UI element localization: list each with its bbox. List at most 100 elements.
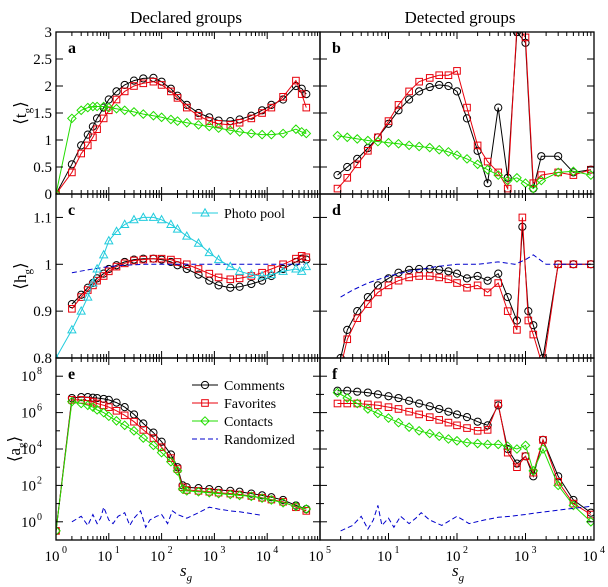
data-point-contacts-b-7 <box>404 140 415 151</box>
y-tick-label-e: 10 <box>21 478 36 494</box>
data-point-favorites-c-20 <box>235 274 244 283</box>
series-line-comments-d <box>340 226 591 358</box>
legend-e: Comments Favorites Contacts Randomized <box>192 379 295 448</box>
data-point-comments-e-6 <box>99 394 108 404</box>
data-point-contacts-b-18 <box>512 172 522 183</box>
data-point-favorites-b-7 <box>405 87 413 96</box>
panel-b-series <box>332 32 594 194</box>
data-point-favorites-c-23 <box>267 265 276 273</box>
data-point-favorites-d-16 <box>494 279 503 287</box>
data-point-comments-e-9 <box>120 403 129 412</box>
panel-letter-f: f <box>332 366 338 383</box>
data-point-contacts-a-4 <box>87 101 98 112</box>
x-axis-label-left-main: s <box>180 561 187 580</box>
data-point-comments-a-27 <box>297 84 306 93</box>
data-point-favorites-e-4 <box>89 397 97 406</box>
data-point-photo_pool-c-4 <box>88 277 98 287</box>
data-point-comments-d-16 <box>494 269 503 278</box>
data-point-favorites-a-5 <box>93 125 101 134</box>
data-point-comments-b-13 <box>462 114 472 123</box>
data-point-contacts-b-13 <box>462 153 472 164</box>
data-point-favorites-b-16 <box>494 168 503 177</box>
data-point-contacts-f-7 <box>404 422 415 433</box>
y-axis-label-c: ⟨hg⟩ <box>11 262 34 289</box>
data-point-contacts-e-1 <box>66 396 77 407</box>
data-point-contacts-f-6 <box>393 417 404 428</box>
data-point-favorites-a-2 <box>77 149 85 158</box>
y-axis-label-end-c: ⟩ <box>11 262 30 269</box>
y-tick-label-a: 3 <box>45 25 53 41</box>
series-line-contacts-b <box>337 135 592 190</box>
data-point-favorites-b-8 <box>415 77 423 86</box>
x-tick-label-exp-left: 1 <box>115 545 120 556</box>
panel-d-frame <box>319 193 595 359</box>
data-point-comments-c-21 <box>247 279 256 289</box>
data-point-contacts-a-28 <box>301 128 312 139</box>
data-point-favorites-d-20 <box>524 316 533 325</box>
panel-f-frame <box>319 357 595 541</box>
data-point-contacts-f-10 <box>434 431 445 442</box>
data-point-comments-f-0 <box>333 386 342 395</box>
data-point-favorites-f-5 <box>384 403 393 411</box>
data-point-favorites-a-28 <box>302 103 311 112</box>
data-point-contacts-e-23 <box>246 491 257 502</box>
panel-f-series <box>332 386 594 532</box>
data-point-comments-a-11 <box>139 74 148 83</box>
data-point-photo_pool-c-22 <box>246 269 257 279</box>
data-point-favorites-a-16 <box>182 103 191 112</box>
data-point-favorites-c-12 <box>157 254 166 263</box>
data-point-contacts-b-22 <box>553 167 564 178</box>
panel-d-series <box>336 213 594 358</box>
data-point-contacts-a-26 <box>291 124 301 135</box>
data-point-comments-b-9 <box>425 82 434 92</box>
data-point-favorites-a-21 <box>235 118 244 127</box>
data-point-photo_pool-c-10 <box>129 214 139 224</box>
data-point-contacts-b-16 <box>493 170 504 181</box>
x-tick-label-exp-right: 1 <box>395 545 400 556</box>
data-point-favorites-c-0 <box>68 305 76 313</box>
data-point-favorites-c-11 <box>149 254 158 263</box>
y-tick-label-exp-e: 6 <box>37 403 42 414</box>
data-point-comments-f-14 <box>473 417 482 426</box>
data-point-photo_pool-c-26 <box>291 263 301 273</box>
x-tick-label-right: 10 <box>514 549 529 565</box>
data-point-contacts-f-1 <box>342 393 353 403</box>
data-point-contacts-f-8 <box>414 425 425 436</box>
data-point-contacts-f-2 <box>352 398 363 409</box>
data-point-contacts-a-7 <box>103 102 114 113</box>
x-tick-label-right: 10 <box>446 549 461 565</box>
data-point-contacts-e-9 <box>119 420 130 431</box>
y-tick-label-exp-e: 8 <box>37 366 42 377</box>
data-point-comments-e-8 <box>112 398 121 407</box>
legend-label-favorites: Favorites <box>224 397 276 412</box>
data-point-contacts-a-20 <box>225 125 236 136</box>
legend-label-photo_pool: Photo pool <box>224 207 285 222</box>
panel-b: b <box>319 31 595 195</box>
legend-marker-photo_pool <box>200 207 210 217</box>
data-point-favorites-a-6 <box>99 114 108 123</box>
data-point-favorites-b-6 <box>394 101 403 109</box>
data-point-favorites-d-1 <box>343 335 352 344</box>
data-point-comments-b-15 <box>483 179 492 188</box>
plot-area: 00.511.522.53⟨tg⟩a b0.80.911.1⟨hg⟩c d10 010… <box>5 25 605 565</box>
legend-marker-favorites <box>201 399 209 407</box>
data-point-favorites-a-13 <box>157 81 166 89</box>
data-point-comments-a-3 <box>83 130 92 139</box>
data-point-contacts-b-20 <box>528 183 539 194</box>
y-tick-label-e: 10 <box>21 369 36 385</box>
data-point-contacts-b-10 <box>434 144 445 155</box>
data-point-comments-f-2 <box>353 387 362 396</box>
data-point-comments-b-21 <box>537 152 546 161</box>
data-point-comments-f-3 <box>363 388 372 397</box>
data-point-contacts-b-14 <box>472 159 483 170</box>
data-point-favorites-d-14 <box>473 281 482 290</box>
data-point-contacts-e-28 <box>301 504 312 514</box>
data-point-photo_pool-c-14 <box>166 219 176 228</box>
series-line-randomized-c <box>71 263 305 274</box>
data-point-favorites-a-23 <box>258 109 266 117</box>
data-point-favorites-f-17 <box>503 448 512 457</box>
panel-f: f <box>319 357 595 541</box>
data-point-comments-c-0 <box>67 300 76 309</box>
data-point-favorites-f-1 <box>343 399 352 408</box>
data-point-favorites-a-10 <box>130 82 138 90</box>
